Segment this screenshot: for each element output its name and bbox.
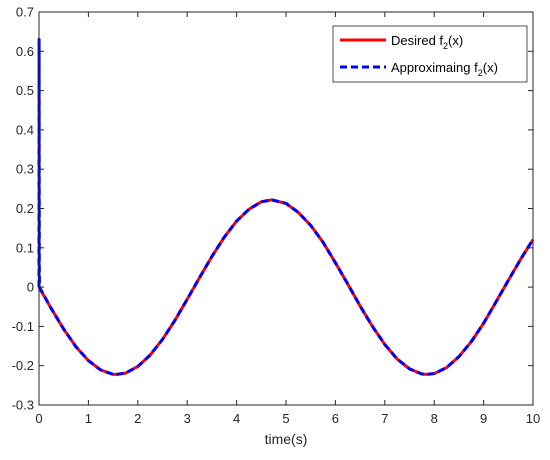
x-tick-label: 4	[233, 411, 240, 426]
x-tick-label: 3	[184, 411, 191, 426]
y-tick-label: 0.6	[16, 44, 34, 59]
y-tick-label: 0.1	[16, 240, 34, 255]
x-tick-label: 10	[526, 411, 540, 426]
x-tick-label: 5	[282, 411, 289, 426]
legend-label-desired: Desired f2(x)	[391, 33, 463, 51]
x-axis: 0 1 2 3 4 5 6 7 8 9 10	[35, 12, 540, 426]
y-axis: -0.3 -0.2 -0.1 0 0.1 0.2 0.3 0.4 0.5 0.6 0.7	[12, 5, 533, 413]
x-tick-label: 8	[431, 411, 438, 426]
y-tick-label: 0.4	[16, 122, 34, 137]
x-tick-label: 6	[332, 411, 339, 426]
x-axis-label: time(s)	[265, 431, 308, 447]
x-tick-label: 0	[35, 411, 42, 426]
y-tick-label: 0.2	[16, 201, 34, 216]
y-tick-label: 0.3	[16, 162, 34, 177]
x-tick-label: 2	[134, 411, 141, 426]
legend: Desired f2(x) Approximaing f2(x)	[332, 25, 528, 83]
x-tick-label: 1	[85, 411, 92, 426]
y-tick-label: -0.3	[12, 398, 34, 413]
legend-box	[332, 25, 528, 83]
series-line-approximating	[37, 38, 535, 376]
legend-label-approximating: Approximaing f2(x)	[391, 60, 498, 78]
x-tick-label: 7	[381, 411, 388, 426]
y-tick-label: 0	[27, 280, 34, 295]
y-tick-label: -0.2	[12, 358, 34, 373]
x-tick-label: 9	[480, 411, 487, 426]
series-layer	[37, 38, 535, 376]
y-tick-label: 0.7	[16, 5, 34, 20]
y-tick-label: -0.1	[12, 319, 34, 334]
y-tick-label: 0.5	[16, 83, 34, 98]
